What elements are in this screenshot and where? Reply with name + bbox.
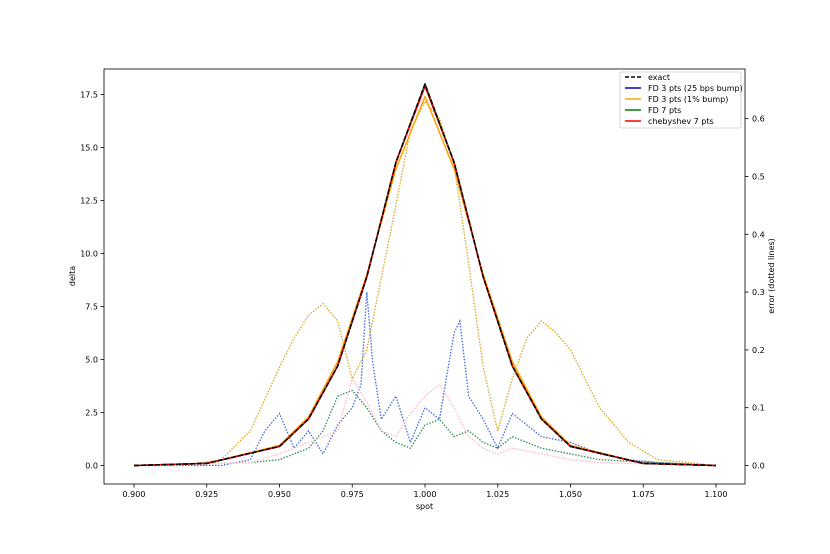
legend-label: exact	[648, 73, 670, 82]
y2-tick-label: 0.2	[752, 346, 765, 355]
y2-tick-label: 0.6	[752, 115, 765, 124]
y2-tick-label: 0.1	[752, 404, 765, 413]
y-axis-ticks: 0.0 2.5 5.0 7.5 10.0 12.5 15.0 17.5	[80, 91, 104, 471]
y-axis-label: delta	[68, 266, 77, 286]
error-series-line-2	[133, 389, 717, 467]
x-tick-label: 0.925	[195, 490, 218, 499]
x-tick-label: 1.050	[559, 490, 582, 499]
y-tick-label: 7.5	[85, 303, 98, 312]
y-tick-label: 5.0	[85, 356, 98, 365]
y2-tick-label: 0.4	[752, 230, 765, 239]
series-line-2	[133, 95, 717, 467]
x-tick-label: 1.000	[414, 490, 437, 499]
x-tick-label: 0.950	[268, 490, 291, 499]
legend-label: FD 3 pts (25 bps bump)	[648, 84, 743, 93]
x-tick-label: 1.100	[705, 490, 728, 499]
x-axis-label: spot	[416, 502, 433, 511]
x-tick-label: 1.075	[632, 490, 655, 499]
y2-axis-ticks: 0.0 0.1 0.2 0.3 0.4 0.5 0.6	[745, 115, 765, 471]
y-tick-label: 12.5	[80, 197, 98, 206]
x-axis-ticks: 0.900 0.925 0.950 0.975 1.000 1.025 1.050 1.075…	[123, 484, 728, 499]
error-curves	[133, 100, 717, 467]
error-series-line-0	[134, 292, 717, 467]
plot-area-frame	[103, 68, 746, 485]
y-tick-label: 10.0	[80, 250, 98, 259]
y-tick-label: 2.5	[85, 409, 98, 418]
delta-curves	[133, 83, 717, 467]
y2-tick-label: 0.3	[752, 288, 765, 297]
legend-label: FD 7 pts	[648, 106, 681, 115]
x-tick-label: 0.975	[341, 490, 364, 499]
error-series-line-3	[133, 377, 717, 467]
error-series-line-1	[133, 100, 717, 467]
y2-tick-label: 0.0	[752, 462, 765, 471]
legend: exact FD 3 pts (25 bps bump) FD 3 pts (1% …	[619, 71, 743, 129]
legend-label: FD 3 pts (1% bump)	[648, 95, 728, 104]
legend-label: chebyshev 7 pts	[648, 117, 714, 126]
x-tick-label: 1.025	[486, 490, 509, 499]
y-tick-label: 15.0	[80, 144, 98, 153]
y-tick-label: 0.0	[85, 462, 98, 471]
legend-box	[619, 71, 742, 129]
series-line-0	[133, 83, 717, 467]
y2-axis-label: error (dotted lines)	[767, 238, 776, 314]
y2-tick-label: 0.5	[752, 172, 765, 181]
x-tick-label: 0.900	[123, 490, 146, 499]
y-tick-label: 17.5	[80, 91, 98, 100]
